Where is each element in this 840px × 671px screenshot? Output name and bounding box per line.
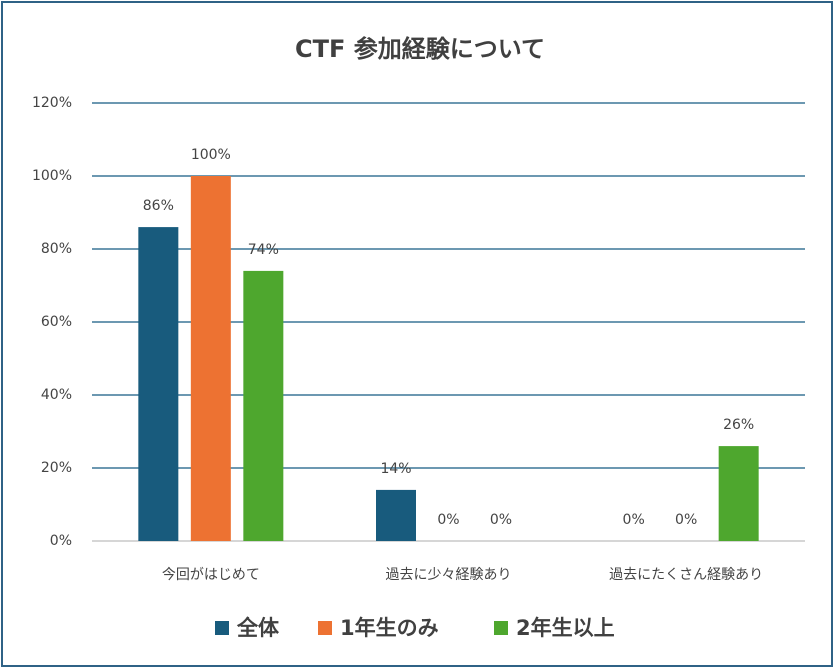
legend: 全体: [236, 616, 280, 640]
legend: 1年生のみ: [340, 616, 439, 640]
x-tick-label: 過去に少々経験あり: [386, 567, 512, 583]
data-label: 26%: [723, 417, 754, 433]
y-tick-label: 0%: [50, 533, 72, 549]
legend: 2年生以上: [516, 616, 615, 640]
legend-swatch: [215, 621, 229, 635]
y-tick-label: 40%: [41, 387, 72, 403]
legend-swatch: [318, 621, 332, 635]
bar: [376, 489, 416, 541]
bar: [138, 227, 179, 541]
data-label: 74%: [248, 242, 279, 258]
data-label: 86%: [143, 198, 174, 214]
chart-title: CTF 参加経験について: [295, 35, 545, 63]
y-tick-label: 120%: [32, 95, 72, 111]
data-label: 0%: [490, 512, 512, 528]
y-tick-label: 20%: [41, 460, 72, 476]
y-tick-label: 100%: [32, 168, 72, 184]
y-tick-label: 80%: [41, 241, 72, 257]
bar: [243, 270, 284, 541]
legend-swatch: [494, 621, 508, 635]
x-tick-label: 過去にたくさん経験あり: [609, 567, 763, 583]
bar: [190, 176, 231, 541]
data-label: 14%: [380, 461, 411, 477]
data-label: 0%: [437, 512, 459, 528]
bar: [718, 446, 759, 541]
data-label: 0%: [623, 512, 645, 528]
x-tick-label: 今回がはじめて: [162, 567, 260, 583]
y-tick-label: 60%: [41, 314, 72, 330]
data-label: 100%: [191, 147, 231, 163]
data-label: 0%: [675, 512, 697, 528]
